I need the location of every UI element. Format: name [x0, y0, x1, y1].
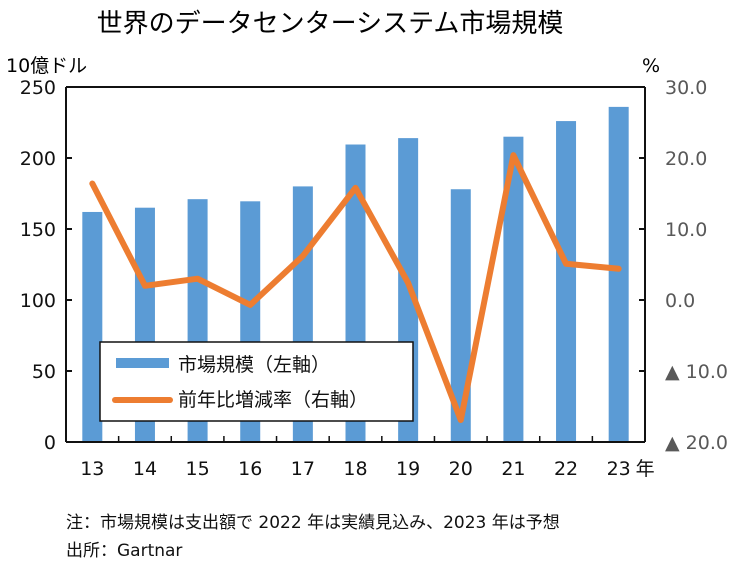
x-tick-label: 20	[449, 458, 473, 480]
chart-title: 世界のデータセンターシステム市場規模	[97, 9, 564, 39]
right-tick-label: ▲ 20.0	[665, 432, 728, 454]
right-tick-label: 0.0	[665, 290, 695, 312]
right-tick-label: 20.0	[665, 148, 707, 170]
left-tick-label: 200	[20, 148, 56, 170]
right-tick-label: 30.0	[665, 77, 707, 99]
x-tick-label: 18	[343, 458, 367, 480]
left-tick-label: 50	[32, 361, 56, 383]
legend-label-bar: 市場規模（左軸）	[178, 354, 330, 376]
legend-box	[99, 341, 414, 422]
left-axis-label: 10億ドル	[6, 55, 87, 77]
left-tick-label: 150	[20, 219, 56, 241]
legend-swatch-bar	[116, 358, 169, 368]
x-tick-label: 17	[291, 458, 315, 480]
right-axis-label: %	[642, 55, 660, 77]
left-tick-label: 0	[44, 432, 56, 454]
bar-21	[503, 136, 524, 442]
x-tick-label: 16	[238, 458, 262, 480]
x-tick-label: 22	[554, 458, 578, 480]
left-tick-label: 100	[20, 290, 56, 312]
bar-23	[608, 106, 629, 442]
x-tick-label: 21	[501, 458, 525, 480]
legend: 市場規模（左軸） 前年比増減率（右軸）	[99, 341, 414, 422]
right-tick-label: ▲ 10.0	[665, 361, 728, 383]
x-tick-label: 15	[185, 458, 209, 480]
bar-22	[556, 121, 577, 442]
legend-label-line: 前年比増減率（右軸）	[178, 389, 368, 411]
x-tick-label: 13	[80, 458, 104, 480]
bar-13	[82, 211, 103, 442]
bar-20	[450, 189, 471, 442]
x-tick-label: 23	[607, 458, 631, 480]
left-tick-label: 250	[20, 77, 56, 99]
footnote: 注：市場規模は支出額で 2022 年は実績見込み、2023 年は予想	[66, 513, 560, 533]
right-tick-label: 10.0	[665, 219, 707, 241]
x-tick-label: 14	[133, 458, 157, 480]
source-note: 出所：Gartnar	[66, 541, 183, 561]
x-axis-suffix: 年	[636, 458, 655, 480]
x-tick-label: 19	[396, 458, 420, 480]
